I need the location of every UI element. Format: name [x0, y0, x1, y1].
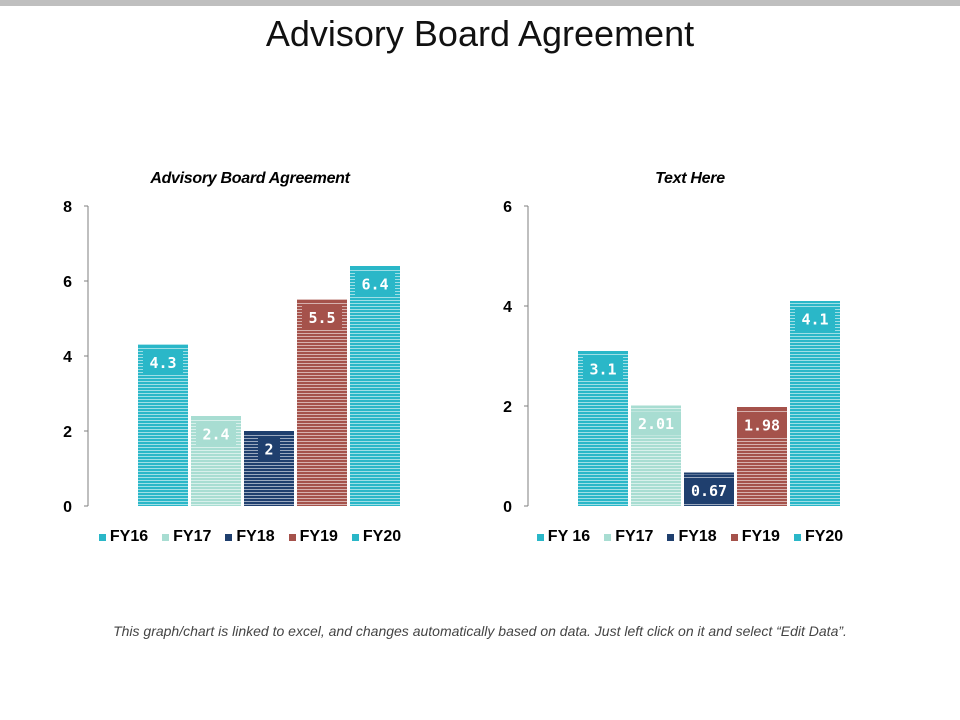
data-label: 3.1: [589, 360, 616, 378]
data-label: 0.67: [691, 482, 727, 500]
bar-cap: [244, 431, 294, 433]
chart-plot: 0 2 4 6 3.1 2.01 0.67 1.98 4.1: [503, 199, 840, 516]
data-label-box: [737, 413, 787, 437]
y-tick-label: 0: [63, 499, 72, 516]
legend-swatch: [288, 533, 296, 541]
legend-swatch: [536, 533, 544, 541]
legend-swatch: [604, 533, 612, 541]
data-label-box: [631, 411, 681, 436]
data-label-box: [258, 437, 280, 461]
legend-label: FY20: [362, 528, 402, 545]
data-label: 4.1: [801, 310, 828, 328]
y-tick-label: 2: [503, 399, 512, 416]
y-tick-label: 8: [63, 199, 72, 216]
chart-legend: FY16 FY17 FY18 FY19 FY20: [40, 528, 460, 546]
bar-cap: [297, 299, 347, 302]
legend-label: FY20: [804, 528, 844, 545]
data-label-box: [143, 350, 183, 375]
data-label: 2.4: [202, 425, 229, 443]
chart-plot: 0 2 4 6 8 4.3 2.4 2 5.5 6.4: [63, 199, 400, 516]
legend-swatch: [793, 533, 801, 541]
y-tick-label: 4: [63, 349, 72, 366]
legend-label: FY17: [173, 528, 212, 545]
bar-cap: [631, 405, 681, 408]
legend-label: FY17: [615, 528, 654, 545]
y-tick-label: 6: [63, 274, 72, 291]
bar: [790, 301, 840, 506]
chart-right: Text Here 0 2 4 6 3.1 2.01 0.67 1.98 4.1 FY 16 FY…: [480, 160, 900, 560]
data-label: 5.5: [308, 309, 335, 327]
data-label: 2: [264, 440, 273, 458]
legend-swatch: [162, 533, 170, 541]
bar-cap: [684, 472, 734, 475]
data-label: 6.4: [361, 275, 388, 293]
legend-label: FY18: [678, 528, 717, 545]
data-label-box: [302, 305, 342, 330]
page-title: Advisory Board Agreement: [265, 13, 695, 54]
legend-label: FY19: [299, 528, 338, 545]
legend-swatch: [98, 533, 106, 541]
top-rule: [0, 0, 960, 6]
legend-item: FY18: [225, 528, 275, 546]
legend-swatch: [225, 533, 233, 541]
chart-title: Advisory Board Agreement: [150, 170, 350, 187]
legend-item: FY20: [793, 528, 844, 546]
legend-item: FY 16: [536, 528, 591, 546]
legend-label: FY 16: [547, 528, 591, 545]
bar-cap: [737, 407, 787, 409]
y-tick-label: 2: [63, 424, 72, 441]
legend-item: FY20: [351, 528, 402, 546]
data-label: 4.3: [149, 354, 176, 372]
chart-title: Text Here: [655, 170, 725, 187]
legend-item: FY18: [667, 528, 717, 546]
footnote: This graph/chart is linked to excel, and…: [113, 623, 847, 639]
legend-item: FY17: [162, 528, 211, 546]
legend-label: FY16: [109, 528, 149, 545]
data-label-box: [684, 478, 734, 503]
data-label-box: [196, 422, 236, 446]
bar-cap: [138, 344, 188, 347]
bar-cap: [191, 416, 241, 418]
legend-swatch: [351, 533, 359, 541]
legend-label: FY18: [236, 528, 275, 545]
y-tick-label: 6: [503, 199, 512, 216]
bar-cap: [578, 351, 628, 353]
legend-item: FY16: [98, 528, 149, 546]
data-label-box: [583, 357, 623, 381]
legend-item: FY17: [604, 528, 653, 546]
bar-cap: [350, 266, 400, 268]
bar: [297, 299, 347, 506]
legend-item: FY19: [730, 528, 780, 546]
chart-legend: FY 16 FY17 FY18 FY19 FY20: [480, 528, 900, 546]
y-tick-label: 4: [503, 299, 512, 316]
legend-swatch: [667, 533, 675, 541]
bar: [350, 266, 400, 506]
y-tick-label: 0: [503, 499, 512, 516]
data-label: 1.98: [744, 416, 780, 434]
data-label-box: [355, 272, 395, 296]
legend-label: FY19: [741, 528, 780, 545]
data-label-box: [795, 307, 835, 331]
chart-left: Advisory Board Agreement 0 2 4 6 8 4.3 2.4 2 5.5…: [40, 160, 460, 560]
data-label: 2.01: [638, 415, 674, 433]
legend-swatch: [730, 533, 738, 541]
legend-item: FY19: [288, 528, 338, 546]
bar-cap: [790, 301, 840, 303]
